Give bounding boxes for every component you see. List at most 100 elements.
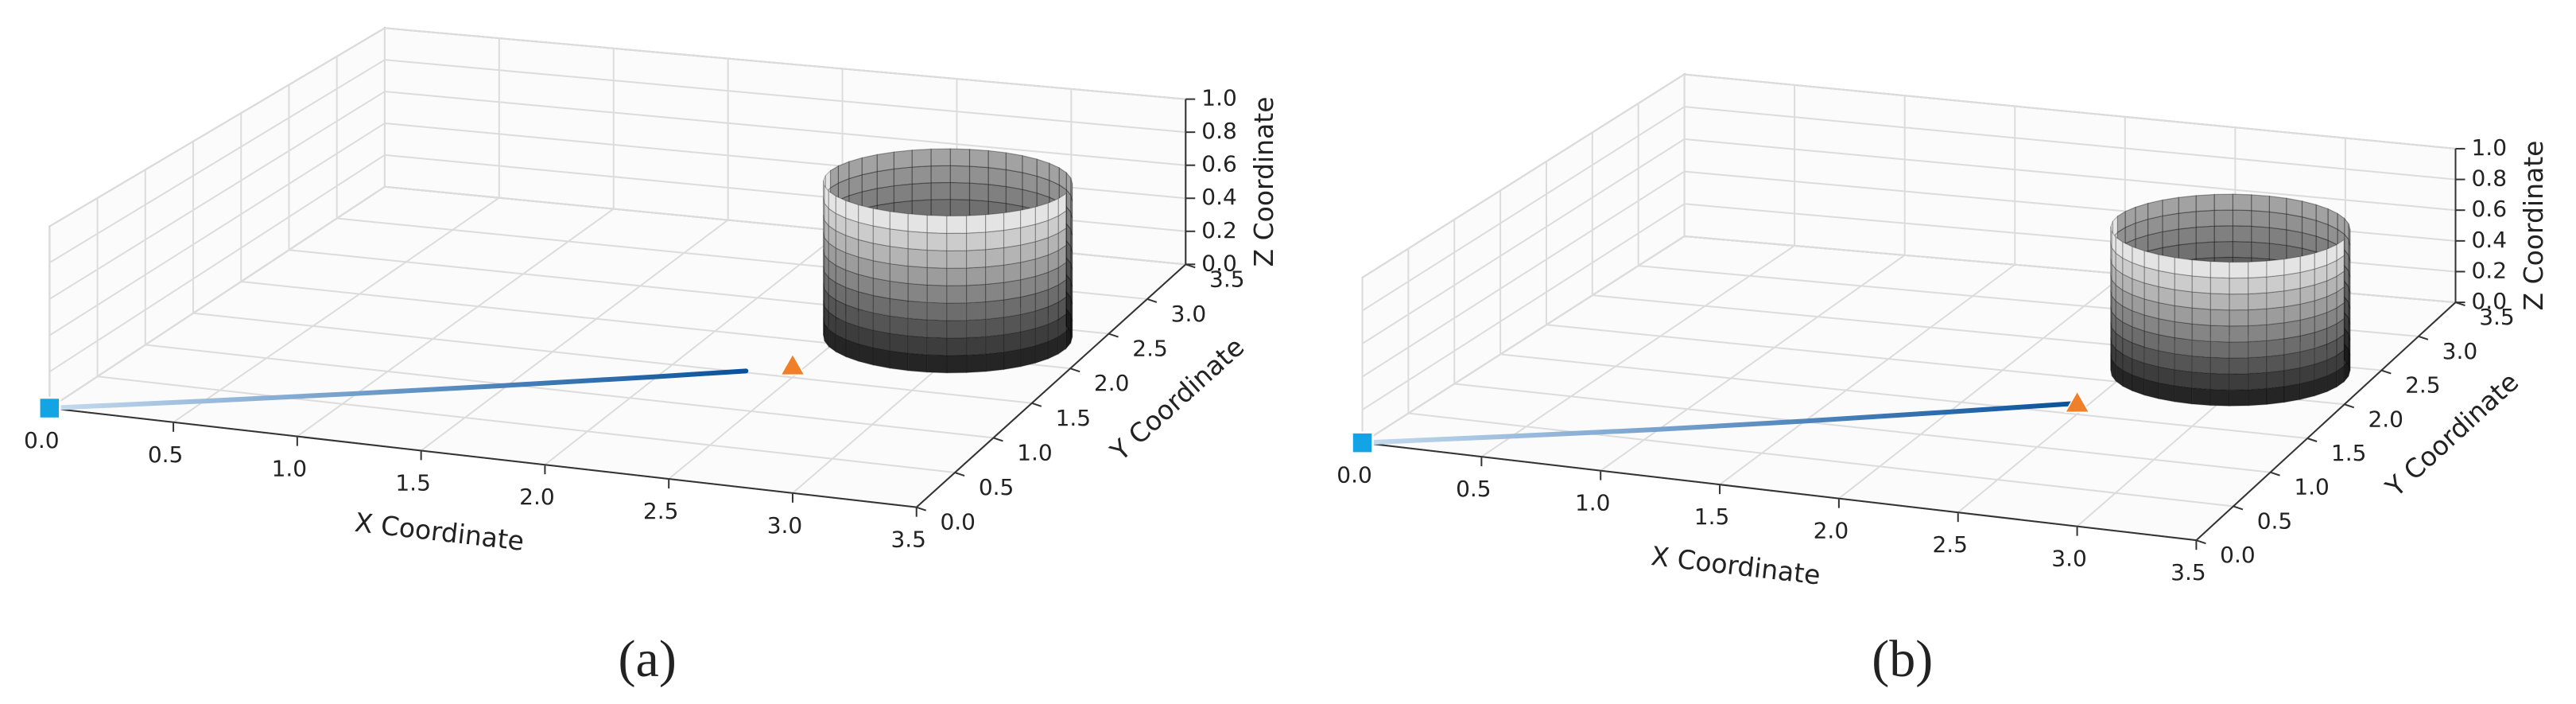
cylinder-facet [966, 353, 987, 374]
cylinder-facet [930, 148, 951, 167]
grid-line [1684, 73, 2456, 150]
cylinder-facet [1003, 262, 1022, 283]
y-tick-mark [954, 472, 965, 476]
cylinder-facet [889, 315, 909, 336]
cylinder-facet [2191, 291, 2211, 310]
cylinder-facet [949, 148, 971, 167]
cylinder-facet [2229, 373, 2249, 391]
cylinder-facet [2195, 193, 2215, 212]
cylinder-facet [845, 200, 859, 224]
cylinder-facet [946, 250, 968, 269]
grid-line [48, 154, 386, 373]
y-tick-label: 0.5 [2257, 508, 2293, 534]
cylinder-facet [946, 215, 968, 234]
cylinder-facet [966, 318, 987, 339]
grid-line [1361, 235, 1686, 444]
y-tick-label: 1.5 [1056, 405, 1092, 431]
cylinder-facet [2248, 308, 2268, 327]
cylinder-facet [2209, 340, 2230, 359]
x-tick-label: 1.0 [272, 456, 308, 482]
cylinder-facet [2143, 250, 2159, 272]
cylinder-facet [2191, 307, 2211, 326]
cylinder-facet [2268, 227, 2287, 247]
z-tick-label: 1.0 [1201, 85, 1237, 111]
y-tick-mark [2381, 369, 2392, 375]
cylinder-facet [1005, 169, 1023, 190]
cylinder-facet [985, 247, 1005, 268]
cylinder-facet [2178, 195, 2197, 214]
y-tick-mark [916, 506, 927, 511]
cylinder-facet [987, 150, 1007, 170]
cylinder-facet [926, 249, 948, 269]
trajectory-line [47, 368, 749, 411]
cylinder-facet [889, 280, 909, 301]
cylinder-facet [911, 148, 932, 168]
cylinder-facet [985, 282, 1005, 303]
cylinder-facet [907, 335, 928, 356]
cylinder-facet [2251, 225, 2270, 244]
cylinder-facet [2209, 293, 2230, 311]
cylinder-facet [2251, 194, 2270, 212]
x-tick-label: 3.5 [2171, 559, 2206, 585]
y-axis-label: Y Coordinate [1104, 331, 1250, 467]
z-tick-label: 0.8 [1201, 118, 1237, 144]
cylinder-facet [2314, 248, 2328, 270]
cylinder-facet [872, 208, 890, 230]
grid-line [1499, 353, 2308, 439]
grid-line [384, 27, 1186, 100]
x-tick-label: 0.0 [24, 427, 60, 453]
cylinder-facet [1057, 193, 1067, 217]
cylinder-facet [2266, 259, 2285, 278]
y-tick-label: 0.5 [979, 474, 1014, 500]
grid-line [1454, 383, 2271, 473]
grid-line [1408, 412, 2234, 508]
cylinder-facet [907, 317, 928, 338]
grid-line [192, 312, 1032, 404]
cylinder-facet [2147, 199, 2163, 220]
cylinder-facet [889, 246, 909, 267]
cylinder-facet [2266, 306, 2285, 325]
cylinder-facet [2174, 273, 2193, 293]
cylinder-facet [2232, 193, 2252, 212]
cylinder-facet [2213, 193, 2233, 211]
z-tick-label: 0.6 [2471, 196, 2507, 222]
x-tick-label: 3.0 [767, 512, 803, 539]
cylinder-facet [2191, 259, 2211, 278]
x-tick-label: 2.0 [519, 484, 555, 510]
cylinder-facet [2191, 275, 2211, 294]
cylinder-facet [985, 264, 1005, 286]
cylinder-facet [2301, 200, 2317, 221]
cylinder-facet [2266, 338, 2285, 357]
x-tick-label: 0.5 [148, 441, 184, 468]
cylinder-facet [2268, 195, 2287, 215]
cylinder-facet [926, 319, 948, 339]
cylinder-facet [949, 165, 971, 184]
cylinder-facet [2266, 354, 2285, 373]
x-tick-label: 0.0 [1336, 462, 1372, 488]
grid-line [48, 91, 386, 300]
cylinder-facet [2251, 209, 2270, 228]
cylinder-facet [946, 337, 968, 356]
cylinder-facet [1003, 348, 1022, 371]
cylinder-facet [907, 231, 928, 251]
cylinder-facet [2266, 290, 2285, 309]
y-tick-mark [2196, 539, 2206, 545]
cylinder-facet [1005, 152, 1023, 173]
panel-caption: (b) [1872, 630, 1933, 688]
cylinder-facet [985, 229, 1005, 251]
cylinder-facet [985, 334, 1005, 355]
z-tick-label: 0.0 [2471, 288, 2507, 314]
y-tick-label: 2.5 [1132, 336, 1168, 362]
cylinder-facet [2209, 309, 2230, 327]
cylinder-facet [946, 302, 968, 321]
y-tick-label: 3.0 [1171, 301, 1207, 327]
grid-line [1684, 106, 2456, 181]
cylinder-facet [907, 300, 928, 321]
cylinder-facet [968, 165, 989, 185]
cylinder-facet [889, 228, 909, 250]
y-tick-mark [993, 437, 1003, 442]
cylinder-facet [1003, 279, 1022, 301]
cylinder-facet [966, 249, 987, 269]
cylinder-facet [2195, 209, 2215, 228]
